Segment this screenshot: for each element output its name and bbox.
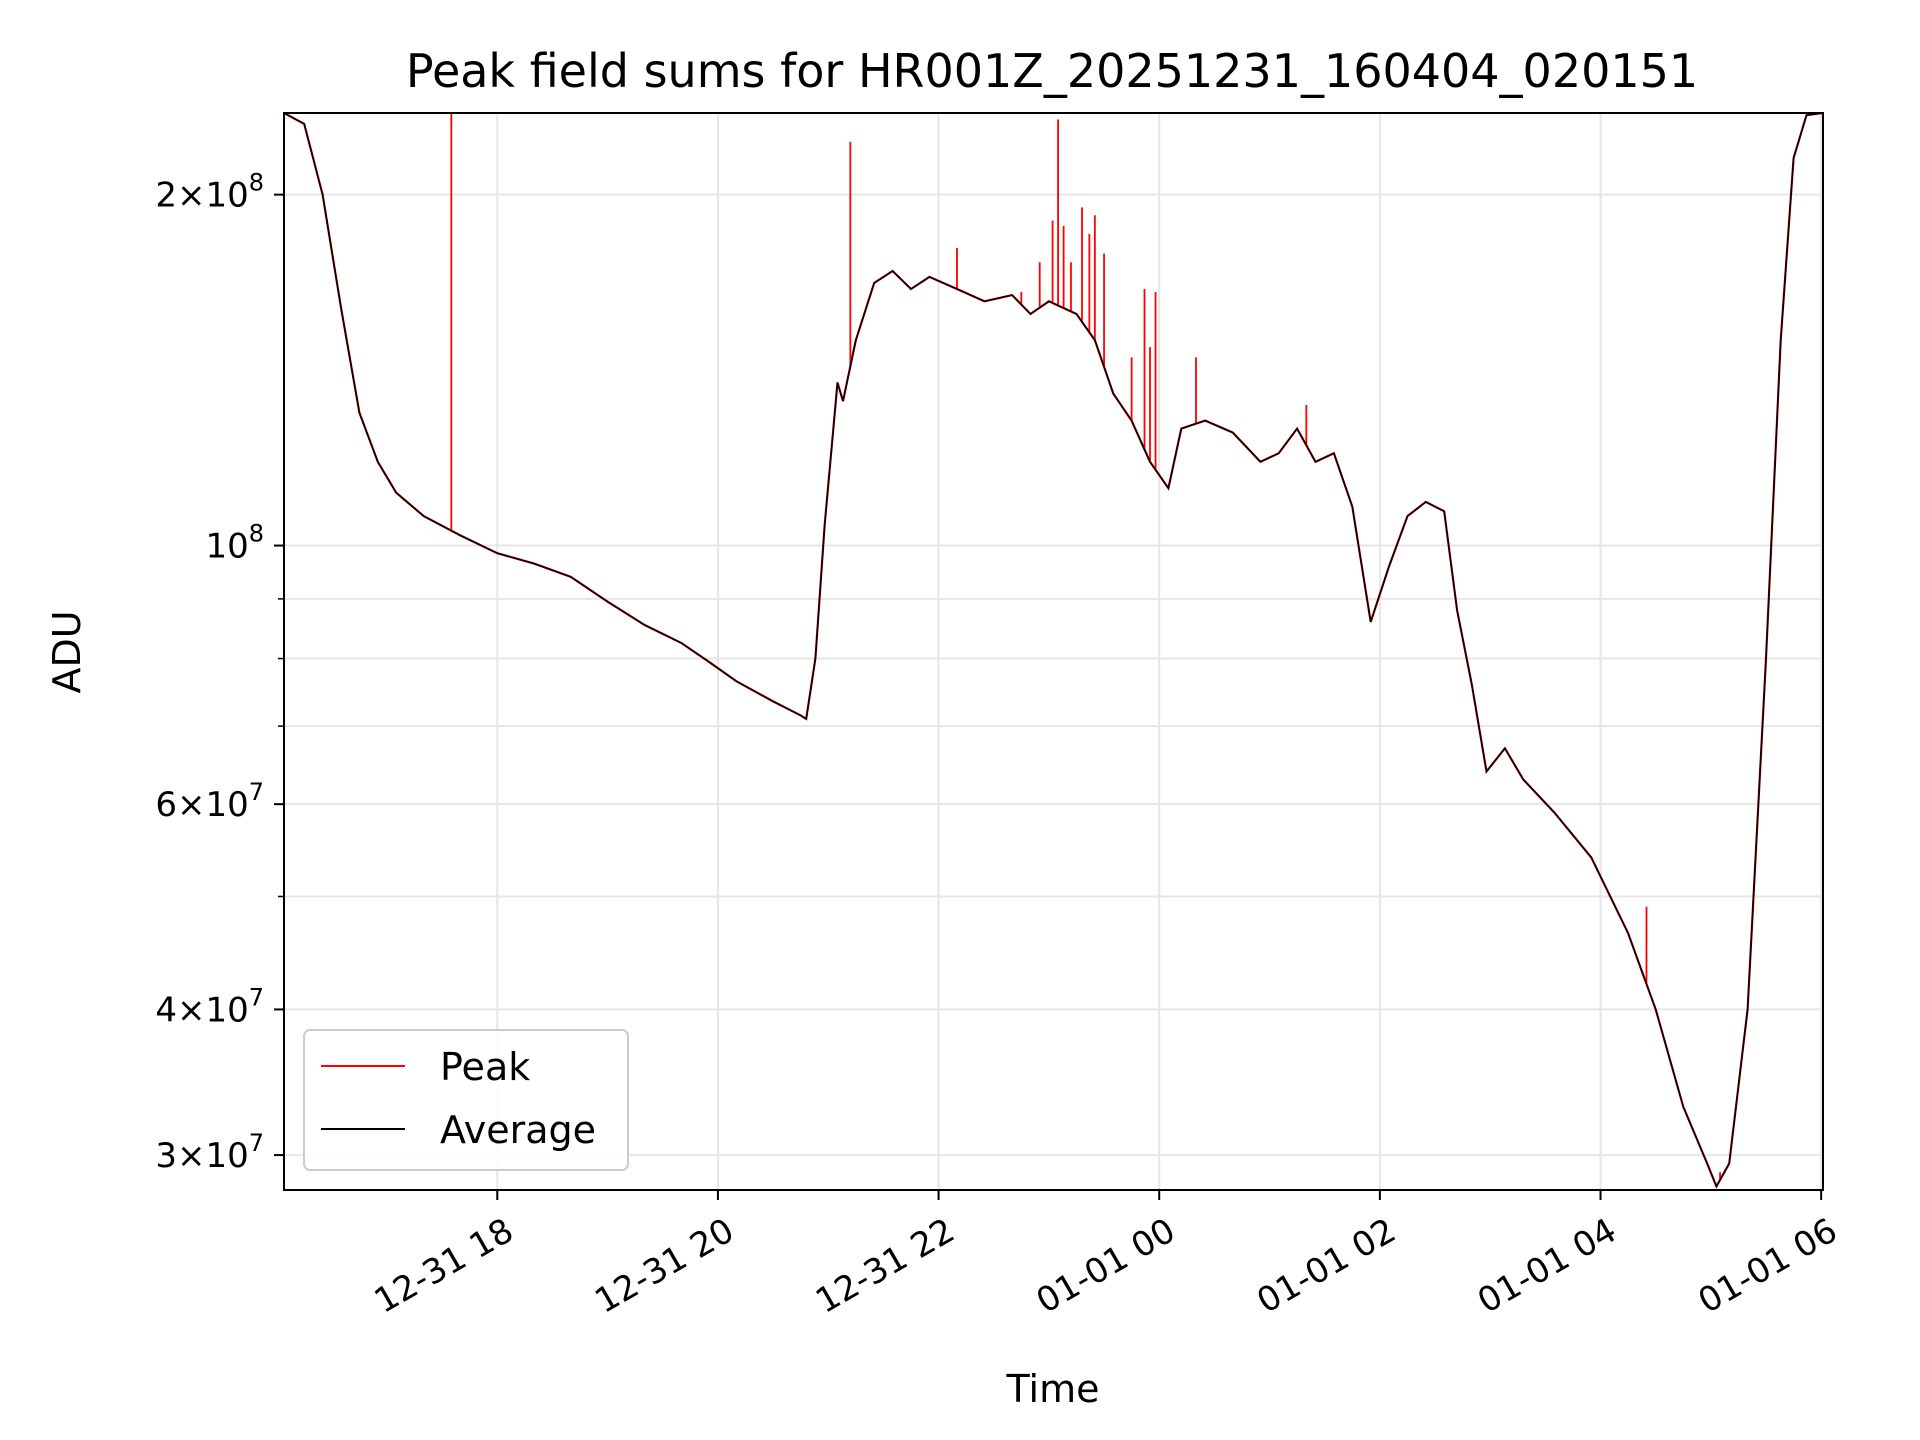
y-axis: 2×108 108 6×107 4×107 3×107 bbox=[155, 169, 284, 1176]
x-tick-label: 01-01 06 bbox=[1692, 1211, 1844, 1322]
legend: Peak Average bbox=[303, 1029, 629, 1171]
x-tick-label: 12-31 22 bbox=[809, 1211, 961, 1322]
x-tick-label: 01-01 04 bbox=[1471, 1211, 1623, 1322]
x-axis: 12-31 18 12-31 20 12-31 22 01-01 00 01-01 02… bbox=[368, 1190, 1844, 1322]
series-area bbox=[284, 113, 1823, 1189]
y-tick-label: 4×107 bbox=[155, 983, 264, 1030]
y-tick-label: 2×108 bbox=[155, 169, 264, 216]
peak-line bbox=[284, 113, 1823, 1189]
y-tick-label: 3×107 bbox=[155, 1129, 264, 1176]
y-tick-label: 6×107 bbox=[155, 778, 264, 825]
series-peak bbox=[284, 113, 1823, 1189]
series-average bbox=[284, 113, 1823, 1189]
x-axis-label: Time bbox=[1006, 1367, 1100, 1411]
x-tick-label: 12-31 20 bbox=[588, 1211, 740, 1322]
average-line bbox=[284, 113, 1823, 1189]
y-tick-label: 108 bbox=[205, 520, 264, 567]
legend-label-peak: Peak bbox=[440, 1045, 530, 1089]
x-tick-label: 12-31 18 bbox=[368, 1211, 520, 1322]
chart-title: Peak field sums for HR001Z_20251231_1604… bbox=[406, 44, 1698, 98]
grid bbox=[284, 113, 1823, 1190]
legend-label-average: Average bbox=[440, 1108, 596, 1152]
plot-frame bbox=[283, 112, 1824, 1191]
x-tick-label: 01-01 02 bbox=[1250, 1211, 1402, 1322]
y-axis-label: ADU bbox=[45, 610, 89, 693]
x-tick-label: 01-01 00 bbox=[1030, 1211, 1182, 1322]
